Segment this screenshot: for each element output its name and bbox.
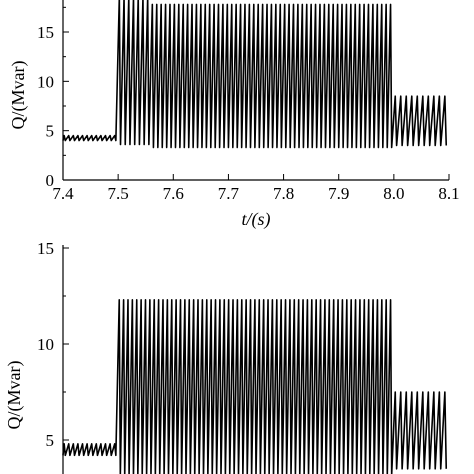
bottom-chart: 5 10 15 Q/(Mvar) xyxy=(4,239,448,474)
top-y-tick-label: 0 xyxy=(46,171,55,190)
bottom-y-axis-label: Q/(Mvar) xyxy=(4,361,25,430)
bottom-y-ticks: 5 10 15 xyxy=(37,239,69,450)
top-x-tick-label: 7.6 xyxy=(163,184,184,203)
top-y-tick-label: 15 xyxy=(37,23,54,42)
top-x-tick-label: 7.8 xyxy=(273,184,294,203)
bottom-y-tick-label: 10 xyxy=(37,335,54,354)
top-y-ticks: 0 5 10 15 xyxy=(37,6,69,190)
top-x-tick-label: 8.1 xyxy=(438,184,459,203)
top-x-tick-label: 7.7 xyxy=(218,184,240,203)
bottom-y-tick-label: 15 xyxy=(37,239,54,258)
top-x-tick-label: 7.5 xyxy=(108,184,129,203)
top-x-axis-label: t/(s) xyxy=(242,209,271,230)
top-y-tick-label: 10 xyxy=(37,72,54,91)
top-series-line xyxy=(62,0,448,149)
bottom-series-line xyxy=(62,299,448,474)
bottom-y-tick-label: 5 xyxy=(46,431,55,450)
top-x-tick-label: 7.4 xyxy=(52,184,74,203)
top-x-tick-label: 7.9 xyxy=(328,184,349,203)
top-x-tick-label: 8.0 xyxy=(383,184,404,203)
top-x-ticks: 7.4 7.5 7.6 7.7 7.8 7.9 8.0 8.1 xyxy=(52,174,460,203)
top-y-tick-label: 5 xyxy=(46,122,55,141)
top-chart: 7.4 7.5 7.6 7.7 7.8 7.9 8.0 8.1 0 5 10 15 Q/(Mvar)… xyxy=(8,0,460,230)
top-y-axis-label: Q/(Mvar) xyxy=(8,61,29,130)
